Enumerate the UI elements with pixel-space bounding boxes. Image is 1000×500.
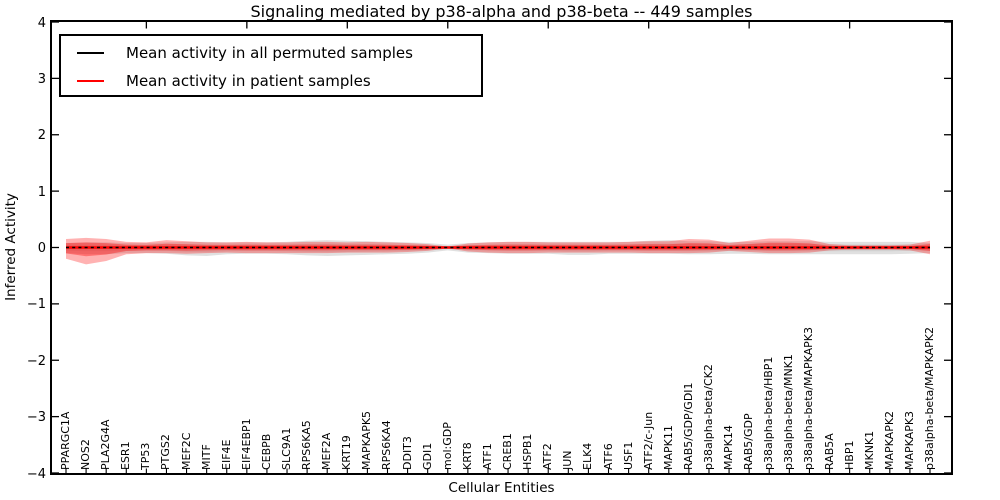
- y-tick-label: −4: [26, 466, 46, 482]
- x-tick-label: ATF1: [480, 443, 494, 470]
- x-tick-label: MAPKAPK3: [902, 410, 916, 470]
- x-tick-label: KRT8: [460, 442, 474, 470]
- y-tick-label: 3: [37, 71, 46, 87]
- x-tick-label: mol:GDP: [440, 422, 454, 470]
- x-tick-label: MEF2C: [179, 432, 193, 470]
- plot-canvas: [52, 22, 951, 473]
- y-tick-label: 4: [37, 15, 46, 31]
- y-tick-label: 1: [37, 184, 46, 200]
- x-tick-label: DDIT3: [400, 436, 414, 470]
- x-tick-label: MKNK1: [862, 430, 876, 470]
- x-tick-label: TP53: [139, 442, 153, 470]
- y-tick-label: −3: [26, 410, 46, 426]
- x-tick-label: ATF6: [601, 443, 615, 470]
- x-tick-label: PTGS2: [159, 434, 173, 470]
- x-tick-label: EIF4EBP1: [239, 418, 253, 470]
- x-tick-label: MAPK14: [722, 425, 736, 470]
- x-tick-label: p38alpha-beta/CK2: [701, 364, 715, 470]
- x-tick-label: RPS6KA5: [300, 420, 314, 470]
- x-tick-label: RAB5/GDP/GDI1: [681, 382, 695, 470]
- patient-line-swatch: [77, 80, 104, 82]
- x-tick-label: SLC9A1: [280, 427, 294, 470]
- legend-entry-permuted: Mean activity in all permuted samples: [61, 39, 481, 67]
- x-tick-label: CEBPB: [259, 433, 273, 470]
- permuted-line-swatch: [77, 52, 104, 54]
- x-tick-label: NOS2: [79, 439, 93, 470]
- x-tick-label: MAPKAPK5: [360, 410, 374, 470]
- x-tick-label: PPARGC1A: [59, 411, 72, 470]
- x-tick-label: RPS6KA4: [380, 420, 394, 470]
- x-tick-label: CREB1: [501, 433, 515, 470]
- legend: Mean activity in all permuted samples Me…: [59, 34, 483, 97]
- y-tick-label: 0: [37, 241, 46, 256]
- x-tick-label: MITF: [199, 444, 213, 470]
- x-tick-label: MAPKAPK2: [882, 410, 896, 470]
- x-tick-label: HBP1: [842, 440, 856, 470]
- x-tick-label: KRT19: [340, 435, 354, 470]
- x-tick-label: ATF2: [541, 443, 555, 470]
- x-tick-label: ELK4: [581, 442, 595, 470]
- legend-entry-patient: Mean activity in patient samples: [61, 67, 481, 95]
- x-tick-label: p38alpha-beta/MNK1: [782, 354, 796, 470]
- y-tick-label: 2: [37, 128, 46, 144]
- x-tick-label: RAB5/GDP: [742, 413, 756, 470]
- x-tick-label: RAB5A: [822, 433, 836, 470]
- x-tick-label: p38alpha-beta/MAPKAPK3: [802, 327, 816, 470]
- x-tick-label: MEF2A: [320, 432, 334, 470]
- x-tick-label: USF1: [621, 441, 635, 470]
- chart-title: Signaling mediated by p38-alpha and p38-…: [250, 2, 753, 21]
- legend-label: Mean activity in patient samples: [126, 72, 371, 90]
- x-tick-label: p38alpha-beta/HBP1: [762, 356, 776, 470]
- patient-band-outer: [66, 237, 930, 265]
- y-tick-label: −2: [26, 353, 46, 369]
- x-tick-label: ATF2/c-Jun: [641, 411, 655, 470]
- x-axis-label: Cellular Entities: [448, 480, 555, 496]
- x-tick-label: EIF4E: [219, 439, 233, 470]
- legend-label: Mean activity in all permuted samples: [126, 44, 413, 62]
- x-tick-label: ESR1: [119, 441, 133, 470]
- x-tick-label: p38alpha-beta/MAPKAPK2: [922, 327, 936, 470]
- y-tick-label: −1: [26, 297, 46, 313]
- x-tick-label: HSPB1: [521, 433, 535, 470]
- x-tick-label: MAPK11: [661, 425, 675, 470]
- patient-band-inner: [66, 242, 930, 257]
- x-tick-label: JUN: [561, 450, 575, 470]
- x-tick-label: PLA2G4A: [99, 419, 113, 470]
- x-tick-label: GDI1: [420, 442, 434, 470]
